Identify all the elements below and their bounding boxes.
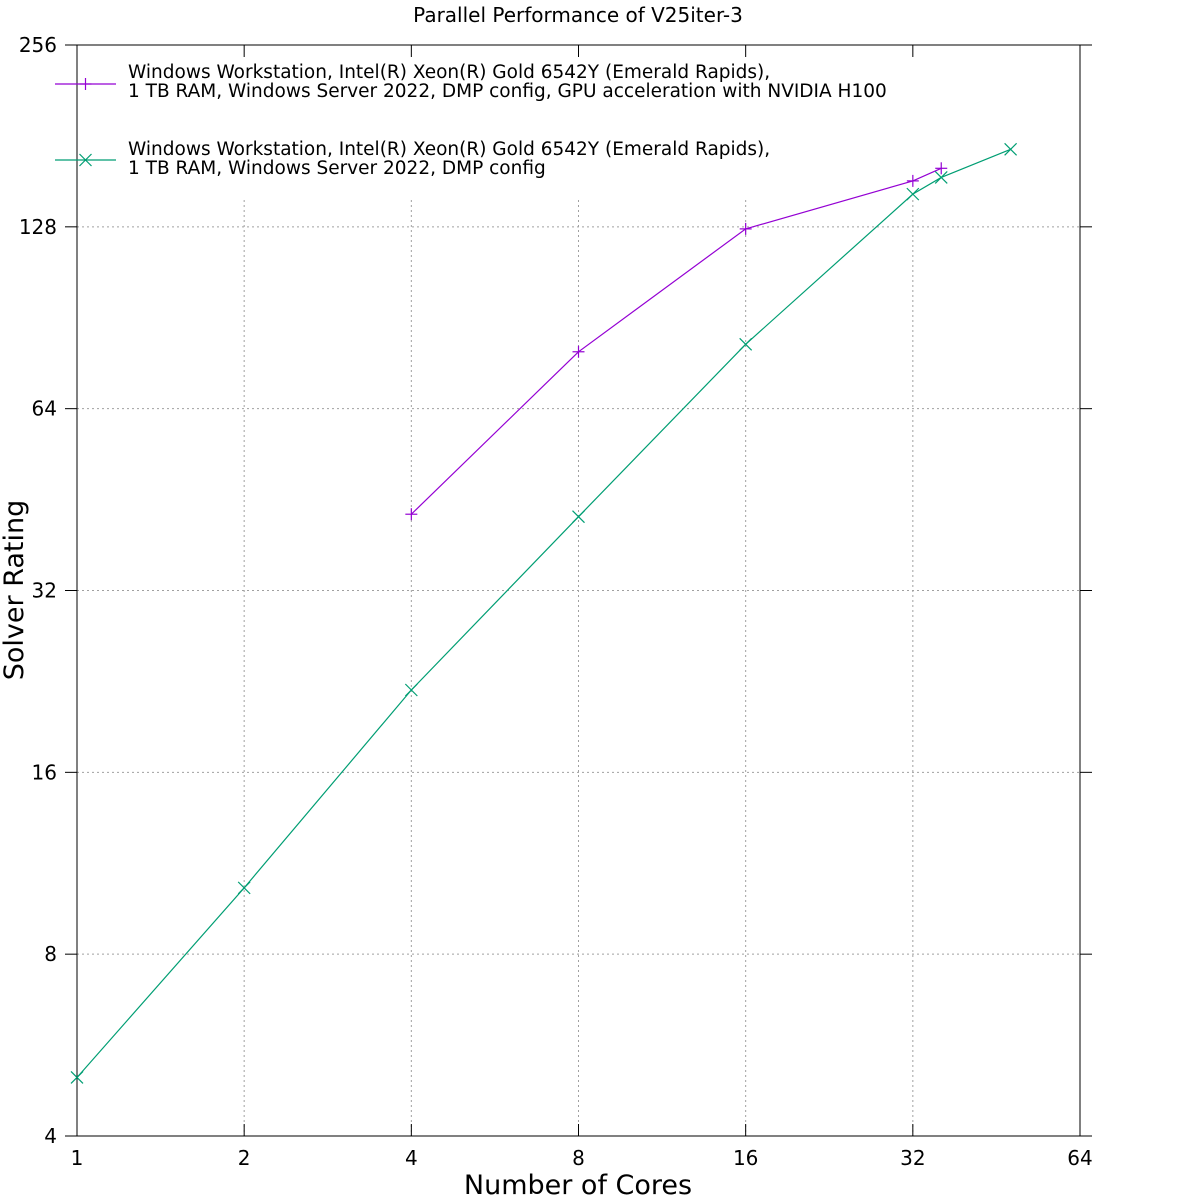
series-1-point [906,174,919,187]
chart-title: Parallel Performance of V25iter-3 [413,3,743,27]
x-tick-label: 4 [405,1146,418,1170]
legend-label-1-line-2: 1 TB RAM, Windows Server 2022, DMP confi… [128,81,887,102]
y-tick-label: 16 [32,760,57,784]
legend-label-2-line-1: Windows Workstation, Intel(R) Xeon(R) Go… [128,139,770,160]
y-tick-label: 8 [44,942,57,966]
series-1-point [405,508,418,521]
series-2-point [934,171,948,184]
x-tick-label: 16 [733,1146,758,1170]
legend: Windows Workstation, Intel(R) Xeon(R) Go… [55,62,887,179]
series-2-point [906,187,920,201]
x-tick-label: 1 [71,1146,84,1170]
series-2-line [76,148,1011,1078]
legend-label-1-line-1: Windows Workstation, Intel(R) Xeon(R) Go… [128,62,770,83]
legend-marker-2 [79,153,92,167]
x-axis-label: Number of Cores [464,1170,692,1200]
series-2-point [237,881,251,895]
legend-label-2-line-2: 1 TB RAM, Windows Server 2022, DMP confi… [128,158,546,179]
x-tick-label: 64 [1067,1146,1092,1170]
y-tick-label: 256 [19,33,57,57]
axis-ticks: 1 2 4 8 16 32 64 4 8 16 32 64 128 256 [19,33,1093,1170]
series-2-point [1004,142,1018,156]
legend-marker-1 [79,78,92,90]
series-2-point [739,337,753,351]
grid [77,200,1080,1136]
x-tick-label: 32 [900,1146,925,1170]
y-tick-label: 32 [32,579,57,603]
x-tick-label: 2 [238,1146,251,1170]
series-1-point [572,345,585,358]
y-axis-label: Solver Rating [0,500,30,680]
series-1-line [410,167,942,515]
y-tick-label: 64 [32,397,57,421]
series-2-point [404,683,418,697]
series-2-point [70,1071,84,1084]
y-tick-label: 128 [19,215,57,239]
y-tick-label: 4 [44,1124,57,1148]
series-group [70,142,1018,1084]
x-tick-label: 8 [572,1146,585,1170]
series-2-point [572,510,585,524]
series-1-point [935,162,948,175]
series-1-point [739,222,752,235]
